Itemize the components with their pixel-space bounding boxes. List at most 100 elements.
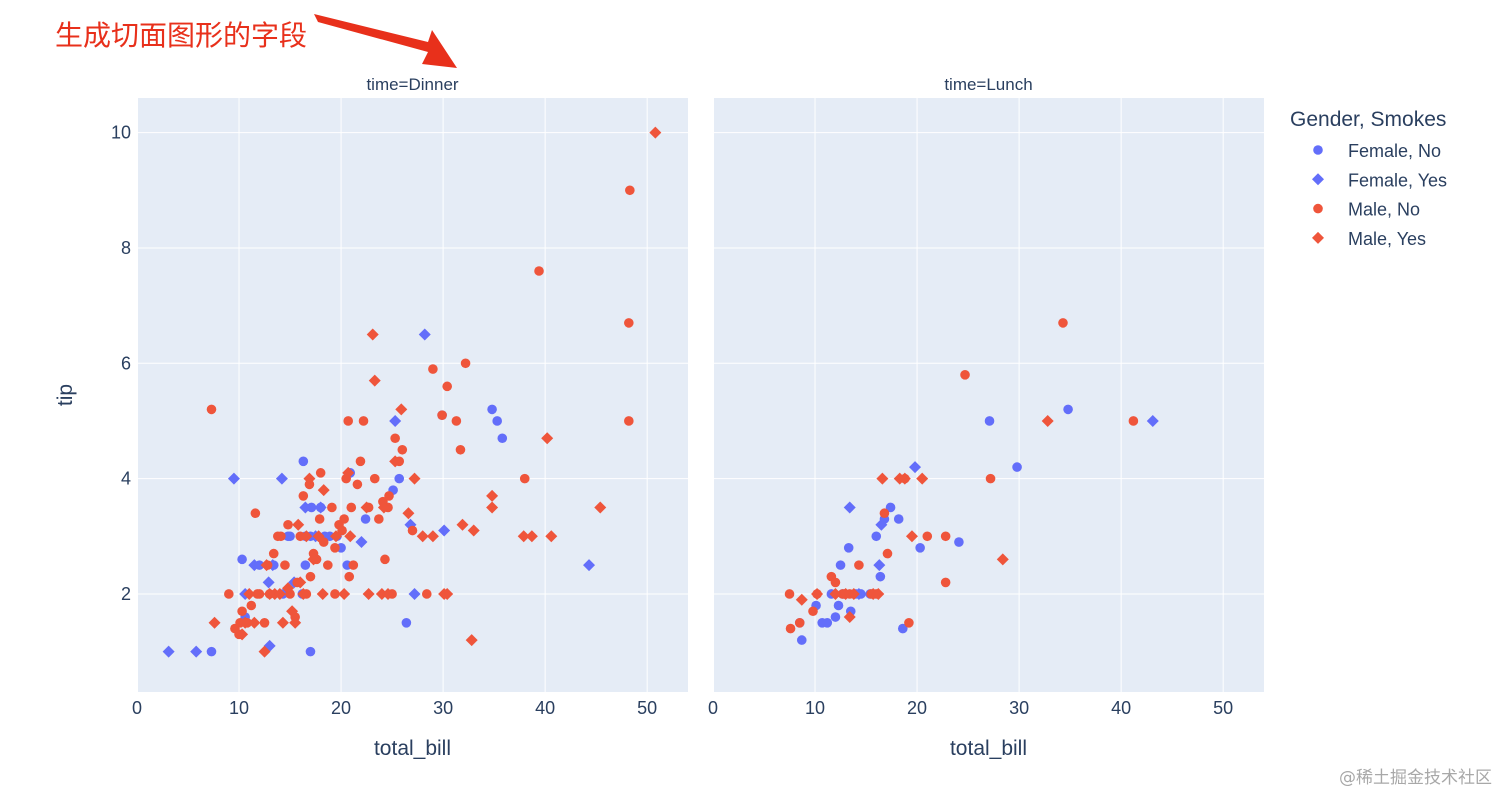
data-point — [344, 530, 357, 543]
data-point — [206, 404, 217, 415]
x-tick-label: 0 — [708, 698, 718, 718]
data-point — [492, 416, 502, 426]
data-point — [905, 530, 918, 543]
data-point — [460, 358, 471, 369]
series-male-yes — [208, 126, 662, 658]
x-tick-label: 40 — [535, 698, 555, 718]
data-point — [397, 444, 408, 455]
data-point — [1146, 414, 1159, 427]
legend-item[interactable]: Female, No — [1313, 141, 1441, 161]
data-point — [275, 472, 288, 485]
data-point — [298, 456, 309, 467]
x-tick-label: 10 — [229, 698, 249, 718]
data-point — [369, 473, 380, 484]
data-point — [389, 455, 402, 468]
data-point — [408, 472, 421, 485]
legend-item[interactable]: Male, No — [1313, 200, 1420, 220]
data-point — [785, 623, 796, 634]
data-point — [984, 416, 995, 426]
data-point — [879, 508, 890, 519]
data-point — [872, 587, 885, 600]
y-tick-label: 8 — [121, 238, 131, 258]
annotation-text: 生成切面图形的字段 — [55, 19, 308, 52]
data-point — [285, 531, 295, 542]
data-point — [897, 623, 908, 634]
data-point — [401, 617, 412, 628]
data-point — [960, 370, 970, 380]
data-point — [352, 479, 363, 490]
data-point — [366, 328, 379, 341]
data-point — [303, 472, 316, 485]
y-tick-label: 4 — [121, 469, 131, 489]
data-point — [382, 587, 395, 600]
data-point — [796, 635, 807, 645]
data-point — [649, 126, 662, 139]
legend-label: Male, No — [1348, 200, 1420, 220]
data-point — [224, 589, 234, 599]
data-point — [295, 531, 306, 542]
data-point — [259, 617, 270, 628]
data-point — [545, 530, 558, 543]
data-point — [455, 444, 466, 455]
data-point — [426, 530, 439, 543]
x-tick-label: 30 — [433, 698, 453, 718]
data-point — [1058, 318, 1068, 328]
data-point — [380, 554, 390, 565]
data-point — [1012, 462, 1022, 472]
facet-title: time=Dinner — [366, 75, 458, 94]
data-point — [252, 589, 263, 599]
data-point — [451, 416, 462, 426]
data-point — [339, 514, 349, 524]
data-point — [307, 553, 320, 566]
data-point — [830, 577, 841, 588]
legend-marker — [1312, 231, 1324, 244]
data-point — [839, 587, 852, 600]
legend-label: Female, No — [1348, 141, 1441, 161]
data-point — [497, 433, 508, 444]
data-point — [227, 472, 240, 485]
data-point — [305, 571, 316, 582]
x-tick-label: 20 — [331, 698, 351, 718]
legend-title: Gender, Smokes — [1290, 108, 1446, 131]
data-point — [360, 501, 373, 514]
data-point — [873, 559, 886, 572]
data-point — [407, 525, 418, 536]
data-point — [1128, 416, 1139, 426]
x-tick-label: 0 — [132, 698, 142, 718]
data-point — [248, 559, 261, 572]
legend-marker — [1312, 173, 1324, 186]
data-point — [794, 617, 805, 628]
data-point — [317, 484, 330, 497]
data-point — [519, 473, 530, 484]
data-point — [847, 587, 860, 600]
data-point — [843, 543, 854, 553]
data-point — [343, 416, 354, 426]
series-male-no — [206, 185, 635, 640]
data-point — [250, 508, 261, 519]
data-point — [876, 472, 889, 485]
data-point — [830, 612, 841, 622]
data-point — [940, 577, 951, 588]
data-point — [389, 414, 402, 427]
legend-item[interactable]: Female, Yes — [1312, 170, 1447, 190]
data-point — [208, 616, 221, 629]
data-point — [268, 548, 279, 559]
data-point — [342, 466, 355, 479]
plot-background — [713, 98, 1264, 692]
data-point — [384, 491, 394, 501]
data-point — [441, 587, 454, 600]
legend-item[interactable]: Male, Yes — [1312, 229, 1426, 249]
data-point — [893, 514, 904, 524]
data-point — [323, 560, 333, 570]
data-point — [316, 587, 329, 600]
facet-panel-1: 0 10 20 30 40 50 2 4 6 8 10 tip total_bill time=Dinne… — [54, 75, 688, 760]
data-point — [330, 543, 340, 553]
data-point — [437, 410, 447, 420]
data-point — [456, 518, 469, 531]
data-point — [360, 514, 371, 524]
data-point — [854, 560, 864, 570]
data-point — [368, 374, 381, 387]
data-point — [835, 560, 846, 570]
plot-background — [137, 98, 688, 692]
data-point — [428, 364, 438, 374]
